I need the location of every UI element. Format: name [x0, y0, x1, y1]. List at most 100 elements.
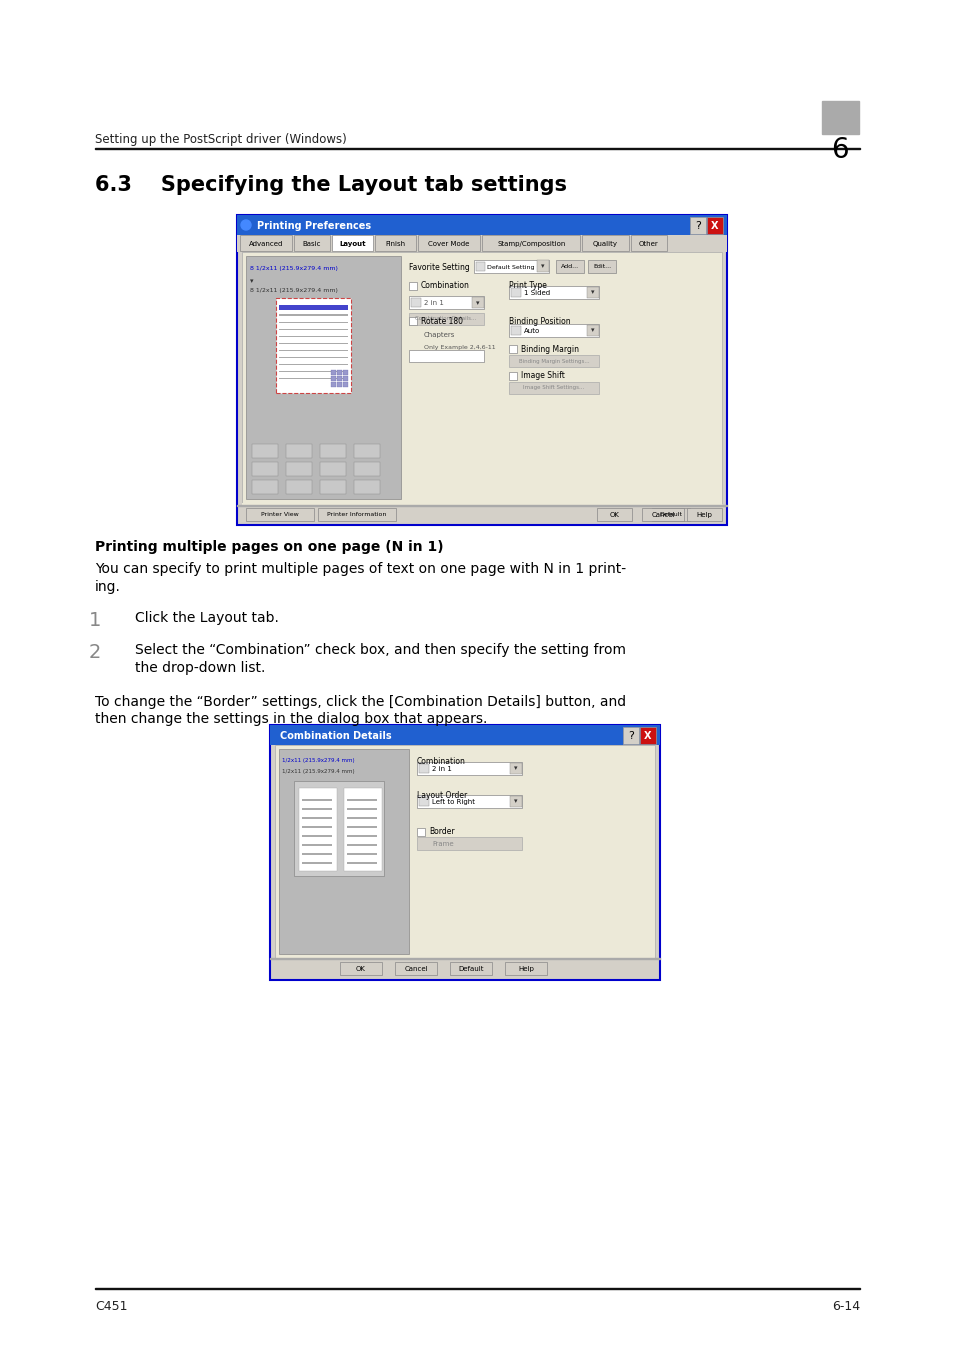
Text: Binding Margin: Binding Margin: [520, 344, 578, 354]
Text: Help: Help: [696, 512, 712, 518]
Bar: [286, 444, 312, 458]
Bar: [354, 462, 379, 477]
Bar: [474, 261, 548, 273]
Bar: [409, 317, 416, 325]
Text: 2: 2: [89, 643, 101, 662]
Bar: [418, 796, 429, 806]
Bar: [331, 377, 335, 381]
Text: Border: Border: [429, 828, 455, 837]
Text: 8 1/2x11 (215.9x279.4 mm): 8 1/2x11 (215.9x279.4 mm): [250, 266, 337, 271]
Bar: [375, 235, 416, 251]
Bar: [409, 313, 483, 325]
Text: Edit...: Edit...: [593, 265, 611, 270]
Text: 1 Sided: 1 Sided: [523, 290, 550, 296]
Text: then change the settings in the dialog box that appears.: then change the settings in the dialog b…: [95, 711, 487, 726]
Bar: [278, 378, 348, 379]
Bar: [278, 749, 409, 954]
Bar: [476, 262, 484, 271]
Bar: [242, 252, 721, 504]
Bar: [347, 799, 376, 801]
Bar: [302, 836, 332, 837]
Text: Cancel: Cancel: [404, 967, 427, 972]
Bar: [411, 298, 420, 306]
Text: Binding Position: Binding Position: [509, 317, 570, 327]
Bar: [270, 725, 659, 980]
Text: Combination: Combination: [416, 757, 465, 767]
Text: Stamp/Composition: Stamp/Composition: [497, 242, 565, 247]
Text: Auto: Auto: [523, 328, 539, 333]
Bar: [236, 215, 726, 235]
Bar: [622, 728, 639, 744]
Text: Printer View: Printer View: [261, 513, 298, 517]
Bar: [416, 795, 521, 809]
Bar: [302, 817, 332, 819]
Text: ▾: ▾: [591, 327, 594, 333]
Text: Chapters: Chapters: [423, 332, 455, 338]
Bar: [331, 370, 335, 375]
Text: 6: 6: [830, 136, 848, 163]
Bar: [416, 761, 521, 775]
Bar: [509, 355, 598, 367]
Bar: [278, 343, 348, 344]
Bar: [450, 963, 492, 975]
Bar: [278, 356, 348, 358]
Bar: [336, 382, 341, 387]
Text: Quality: Quality: [593, 242, 618, 247]
Bar: [347, 817, 376, 819]
Bar: [336, 377, 341, 381]
Text: ▾: ▾: [540, 263, 544, 269]
Bar: [339, 963, 381, 975]
Bar: [317, 508, 395, 521]
Text: Rotate 180: Rotate 180: [420, 316, 462, 325]
Bar: [242, 504, 721, 508]
Bar: [409, 282, 416, 290]
Bar: [302, 826, 332, 828]
Bar: [510, 763, 521, 774]
Text: the drop-down list.: the drop-down list.: [135, 662, 265, 675]
Text: ▾: ▾: [591, 289, 594, 296]
Text: Favorite Setting: Favorite Setting: [409, 263, 469, 273]
Text: 6-14: 6-14: [831, 1300, 859, 1314]
Bar: [417, 235, 479, 251]
Bar: [343, 382, 348, 387]
Text: Add...: Add...: [560, 265, 578, 270]
Bar: [597, 508, 631, 521]
Text: Cover Mode: Cover Mode: [428, 242, 469, 247]
Bar: [319, 444, 346, 458]
Text: Layout: Layout: [338, 242, 365, 247]
Text: Combination Details...: Combination Details...: [415, 316, 476, 321]
Text: X: X: [711, 221, 718, 231]
Text: Other: Other: [639, 242, 658, 247]
Bar: [252, 481, 277, 494]
Text: Layout Order: Layout Order: [416, 791, 467, 799]
Bar: [511, 288, 520, 297]
Bar: [409, 296, 483, 309]
Bar: [302, 853, 332, 855]
Bar: [347, 863, 376, 864]
Bar: [586, 325, 598, 336]
Bar: [319, 481, 346, 494]
Bar: [278, 315, 348, 316]
Bar: [354, 444, 379, 458]
Text: Combination Details: Combination Details: [280, 730, 392, 741]
Bar: [587, 261, 616, 273]
Bar: [278, 363, 348, 365]
Text: OK: OK: [355, 967, 366, 972]
Bar: [278, 305, 348, 310]
Bar: [344, 788, 381, 871]
Bar: [347, 844, 376, 846]
Bar: [246, 256, 400, 500]
Bar: [240, 235, 292, 251]
Bar: [641, 508, 683, 521]
Text: Cancel: Cancel: [651, 512, 674, 518]
Bar: [509, 382, 598, 394]
Bar: [343, 370, 348, 375]
Text: Advanced: Advanced: [249, 242, 283, 247]
Text: Printing Preferences: Printing Preferences: [256, 221, 371, 231]
Bar: [416, 837, 521, 850]
Bar: [298, 788, 336, 871]
Bar: [689, 217, 705, 234]
Text: 8 1/2x11 (215.9x279.4 mm): 8 1/2x11 (215.9x279.4 mm): [250, 288, 337, 293]
Bar: [686, 508, 721, 521]
Bar: [416, 828, 424, 836]
